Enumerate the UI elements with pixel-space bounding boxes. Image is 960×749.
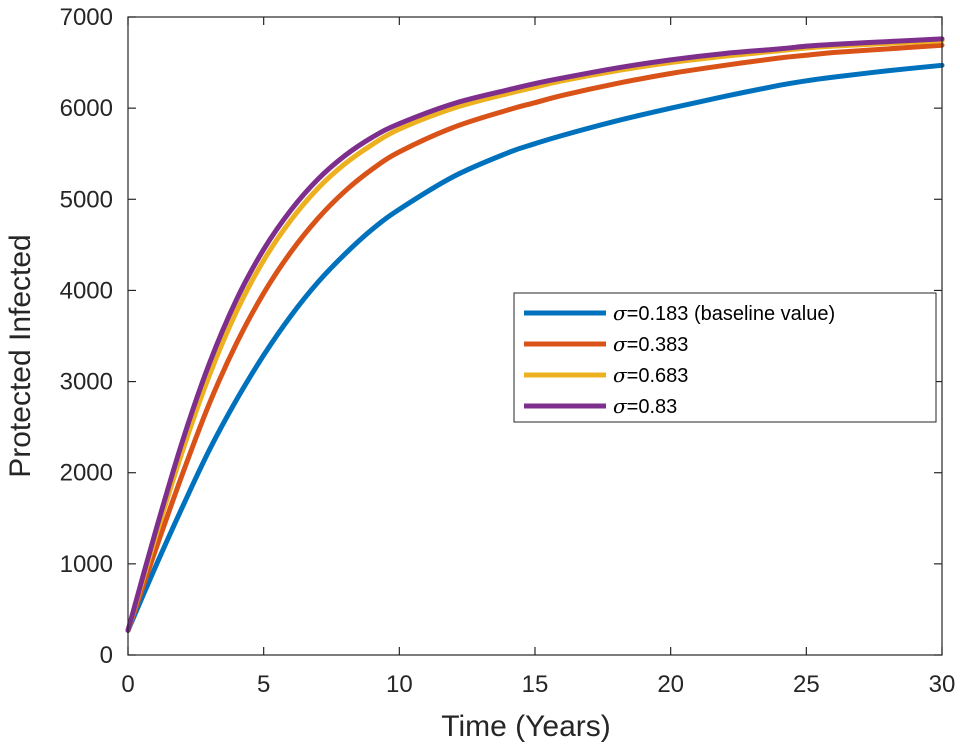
x-tick-label: 30: [929, 671, 956, 698]
legend-label-3: σ=0.683: [613, 363, 688, 387]
x-tick-label: 5: [257, 671, 270, 698]
y-tick-label: 0: [100, 642, 113, 669]
legend-sigma-symbol: σ: [613, 363, 628, 387]
series-line-4: [125, 36, 945, 633]
x-tick-label: 10: [386, 671, 413, 698]
x-tick-label: 25: [793, 671, 820, 698]
x-tick-label: 15: [522, 671, 549, 698]
legend-label-4: σ=0.83: [613, 394, 677, 418]
legend-value-text: =0.383: [627, 334, 689, 356]
legend-sigma-symbol: σ: [613, 301, 628, 325]
y-tick-label: 6000: [60, 95, 113, 122]
y-axis-label: Protected Infected: [4, 234, 37, 478]
legend-value-text: =0.683: [627, 365, 689, 387]
series-line-1: [125, 62, 945, 633]
plot-frame: [127, 16, 943, 656]
y-tick-label: 3000: [60, 369, 113, 396]
series-line-2: [125, 42, 945, 633]
legend: σ=0.183 (baseline value)σ=0.383σ=0.683σ=…: [513, 292, 937, 423]
legend-label-1: σ=0.183 (baseline value): [613, 301, 835, 325]
legend-value-text: =0.83: [627, 396, 678, 418]
y-tick-label: 2000: [60, 460, 113, 487]
x-axis-label: Time (Years): [441, 710, 610, 743]
y-tick-label: 5000: [60, 186, 113, 213]
ticks-layer: 0 5 10 15 20 25 30 0 1000 2000 3000 4000 5000 6000 700…: [60, 4, 956, 698]
x-tick-label: 0: [121, 671, 134, 698]
series-layer: [125, 36, 945, 633]
x-tick-label: 20: [657, 671, 684, 698]
legend-value-text: =0.183 (baseline value): [627, 303, 835, 325]
legend-sigma-symbol: σ: [613, 332, 628, 356]
y-tick-label: 4000: [60, 277, 113, 304]
legend-label-2: σ=0.383: [613, 332, 688, 356]
legend-sigma-symbol: σ: [613, 394, 628, 418]
y-tick-label: 1000: [60, 551, 113, 578]
y-tick-label: 7000: [60, 4, 113, 31]
